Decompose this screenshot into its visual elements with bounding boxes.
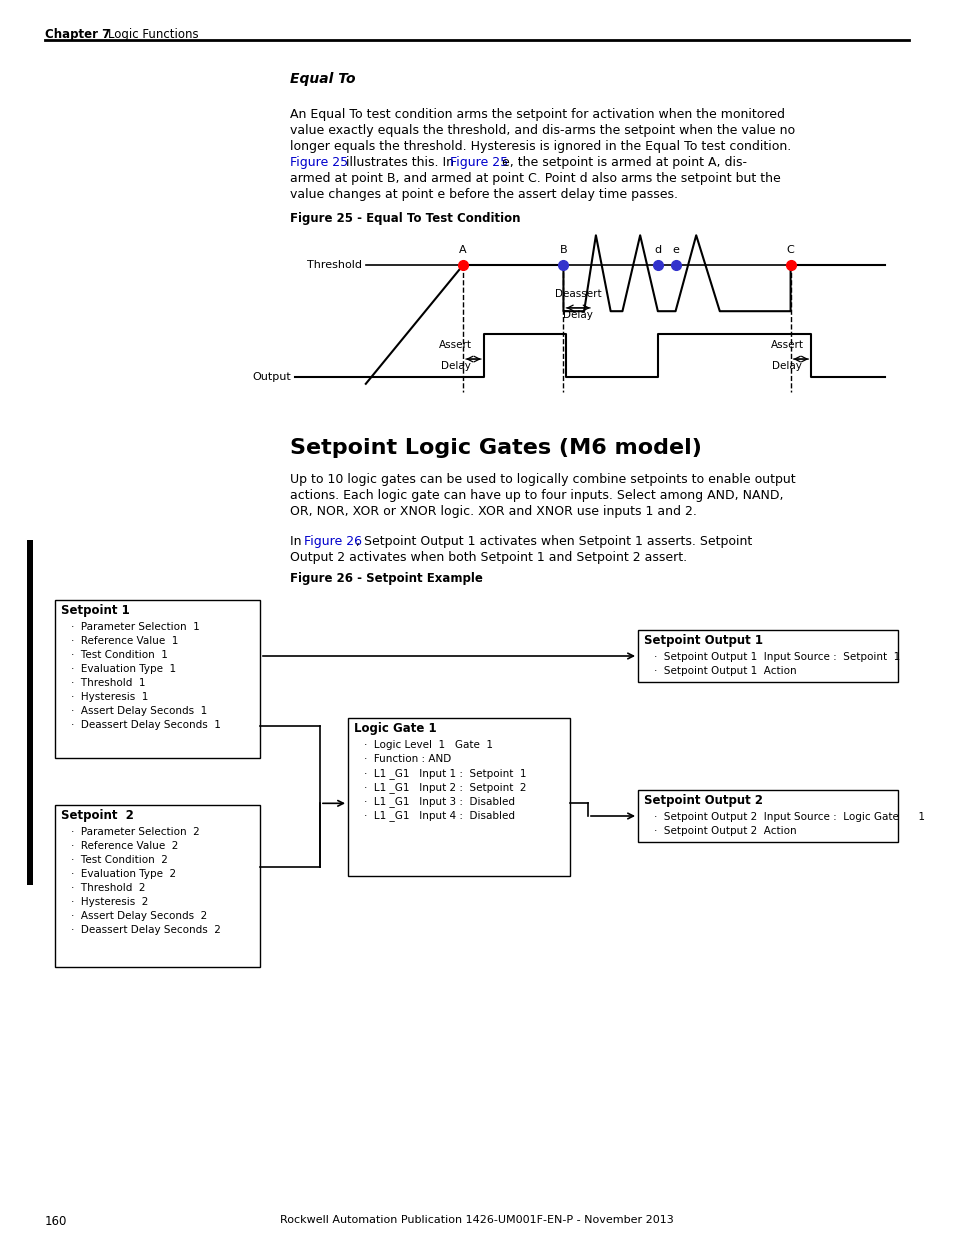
Text: ·  L1 _G1   Input 3 :  Disabled: · L1 _G1 Input 3 : Disabled — [364, 797, 515, 806]
Text: ·  Parameter Selection  1: · Parameter Selection 1 — [71, 622, 199, 632]
Text: Delay: Delay — [440, 361, 470, 370]
Text: ·  L1 _G1   Input 1 :  Setpoint  1: · L1 _G1 Input 1 : Setpoint 1 — [364, 768, 526, 779]
Text: ·  Hysteresis  1: · Hysteresis 1 — [71, 692, 149, 701]
Bar — [55, 600, 260, 758]
Text: B: B — [559, 245, 567, 254]
Text: ·  Logic Level  1   Gate  1: · Logic Level 1 Gate 1 — [364, 740, 493, 750]
Bar — [348, 718, 569, 876]
Bar — [55, 805, 260, 967]
Text: e, the setpoint is armed at point A, dis-: e, the setpoint is armed at point A, dis… — [501, 156, 746, 169]
Text: longer equals the threshold. Hysteresis is ignored in the Equal To test conditio: longer equals the threshold. Hysteresis … — [290, 140, 790, 153]
Text: Delay: Delay — [771, 361, 801, 370]
Text: ·  Test Condition  2: · Test Condition 2 — [71, 855, 168, 864]
Text: ·  Setpoint Output 2  Action: · Setpoint Output 2 Action — [654, 826, 796, 836]
Text: ·  Reference Value  2: · Reference Value 2 — [71, 841, 178, 851]
Text: An Equal To test condition arms the setpoint for activation when the monitored: An Equal To test condition arms the setp… — [290, 107, 784, 121]
Text: ·  Hysteresis  2: · Hysteresis 2 — [71, 897, 149, 906]
Text: ·  Function : AND: · Function : AND — [364, 755, 451, 764]
Text: Setpoint Output 1: Setpoint Output 1 — [643, 634, 762, 647]
Text: Equal To: Equal To — [290, 72, 355, 86]
Text: e: e — [672, 245, 679, 254]
Bar — [27, 540, 33, 885]
Bar — [638, 790, 897, 842]
Text: ·  Test Condition  1: · Test Condition 1 — [71, 650, 168, 659]
Text: C: C — [786, 245, 794, 254]
Text: value changes at point e before the assert delay time passes.: value changes at point e before the asse… — [290, 188, 678, 201]
Text: Figure 25 - Equal To Test Condition: Figure 25 - Equal To Test Condition — [290, 212, 520, 225]
Text: Setpoint  2: Setpoint 2 — [61, 809, 133, 823]
Text: Logic Gate 1: Logic Gate 1 — [354, 722, 436, 735]
Text: ·  Setpoint Output 2  Input Source :  Logic Gate      1: · Setpoint Output 2 Input Source : Logic… — [654, 811, 924, 823]
Text: ·  Assert Delay Seconds  2: · Assert Delay Seconds 2 — [71, 911, 207, 921]
Text: Setpoint Output 2: Setpoint Output 2 — [643, 794, 762, 806]
Text: ·  Evaluation Type  2: · Evaluation Type 2 — [71, 869, 176, 879]
Text: Figure 25: Figure 25 — [450, 156, 508, 169]
Text: ·  Setpoint Output 1  Input Source :  Setpoint  1: · Setpoint Output 1 Input Source : Setpo… — [654, 652, 900, 662]
Text: OR, NOR, XOR or XNOR logic. XOR and XNOR use inputs 1 and 2.: OR, NOR, XOR or XNOR logic. XOR and XNOR… — [290, 505, 696, 517]
Text: Setpoint 1: Setpoint 1 — [61, 604, 130, 618]
Text: , Setpoint Output 1 activates when Setpoint 1 asserts. Setpoint: , Setpoint Output 1 activates when Setpo… — [355, 535, 752, 548]
Text: Output 2 activates when both Setpoint 1 and Setpoint 2 assert.: Output 2 activates when both Setpoint 1 … — [290, 551, 686, 564]
Bar — [638, 630, 897, 682]
Text: Output: Output — [252, 372, 291, 382]
Text: Rockwell Automation Publication 1426-UM001F-EN-P - November 2013: Rockwell Automation Publication 1426-UM0… — [280, 1215, 673, 1225]
Text: A: A — [458, 245, 466, 254]
Text: ·  Threshold  2: · Threshold 2 — [71, 883, 146, 893]
Text: illustrates this. In: illustrates this. In — [341, 156, 457, 169]
Text: Up to 10 logic gates can be used to logically combine setpoints to enable output: Up to 10 logic gates can be used to logi… — [290, 473, 795, 487]
Text: ·  Assert Delay Seconds  1: · Assert Delay Seconds 1 — [71, 706, 207, 716]
Text: armed at point B, and armed at point C. Point d also arms the setpoint but the: armed at point B, and armed at point C. … — [290, 172, 780, 185]
Text: actions. Each logic gate can have up to four inputs. Select among AND, NAND,: actions. Each logic gate can have up to … — [290, 489, 782, 501]
Text: ·  Deassert Delay Seconds  2: · Deassert Delay Seconds 2 — [71, 925, 221, 935]
Text: Chapter 7: Chapter 7 — [45, 28, 111, 41]
Text: Figure 26 - Setpoint Example: Figure 26 - Setpoint Example — [290, 572, 482, 585]
Text: Setpoint Logic Gates (M6 model): Setpoint Logic Gates (M6 model) — [290, 438, 701, 458]
Text: Assert: Assert — [770, 340, 802, 350]
Text: d: d — [654, 245, 660, 254]
Text: ·  Reference Value  1: · Reference Value 1 — [71, 636, 178, 646]
Text: Figure 26: Figure 26 — [304, 535, 361, 548]
Text: Logic Functions: Logic Functions — [108, 28, 198, 41]
Text: ·  Evaluation Type  1: · Evaluation Type 1 — [71, 664, 176, 674]
Text: ·  Parameter Selection  2: · Parameter Selection 2 — [71, 827, 199, 837]
Text: In: In — [290, 535, 305, 548]
Text: Deassert: Deassert — [555, 289, 601, 299]
Text: Assert: Assert — [438, 340, 472, 350]
Text: Figure 25: Figure 25 — [290, 156, 348, 169]
Text: value exactly equals the threshold, and dis-arms the setpoint when the value no: value exactly equals the threshold, and … — [290, 124, 794, 137]
Text: 160: 160 — [45, 1215, 68, 1228]
Text: ·  Threshold  1: · Threshold 1 — [71, 678, 146, 688]
Text: ·  L1 _G1   Input 4 :  Disabled: · L1 _G1 Input 4 : Disabled — [364, 810, 515, 821]
Text: Delay: Delay — [562, 310, 593, 320]
Text: ·  Setpoint Output 1  Action: · Setpoint Output 1 Action — [654, 666, 796, 676]
Text: ·  Deassert Delay Seconds  1: · Deassert Delay Seconds 1 — [71, 720, 221, 730]
Text: Threshold: Threshold — [307, 261, 361, 270]
Text: ·  L1 _G1   Input 2 :  Setpoint  2: · L1 _G1 Input 2 : Setpoint 2 — [364, 782, 526, 793]
